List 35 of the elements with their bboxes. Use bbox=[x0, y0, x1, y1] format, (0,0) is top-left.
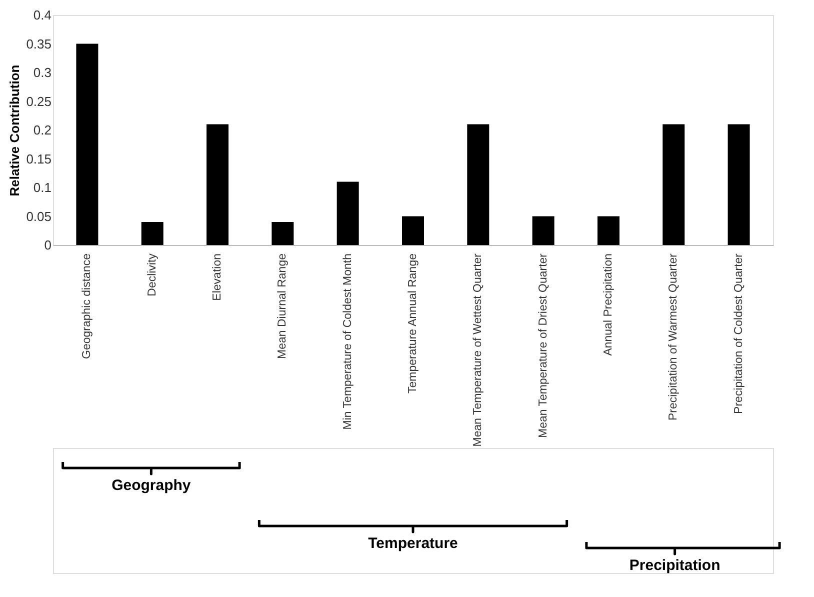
y-tick-label: 0.1 bbox=[33, 180, 52, 195]
y-tick-label: 0.15 bbox=[26, 151, 52, 166]
x-tick-label: Temperature Annual Range bbox=[407, 254, 419, 394]
y-tick-label: 0 bbox=[44, 238, 52, 252]
bar bbox=[141, 222, 164, 245]
bar bbox=[532, 216, 554, 245]
x-tick-label: Declivity bbox=[146, 253, 158, 296]
text: Temperature bbox=[368, 535, 458, 552]
bar bbox=[206, 124, 229, 245]
bar bbox=[272, 222, 294, 245]
x-tick-label: Mean Temperature of Wettest Quarter bbox=[472, 253, 484, 447]
x-tick-label: Min Temperature of Coldest Month bbox=[342, 254, 354, 430]
x-tick-label: Mean Temperature of Driest Quarter bbox=[537, 253, 550, 438]
x-tick-label: Precipitation of Coldest Quarter bbox=[732, 253, 745, 414]
bar bbox=[336, 182, 359, 245]
bar bbox=[728, 124, 750, 245]
x-tick-label: Elevation bbox=[212, 254, 224, 301]
y-tick-label: 0.35 bbox=[26, 36, 52, 52]
y-tick-label: 0.05 bbox=[26, 208, 52, 224]
bar bbox=[597, 216, 620, 245]
y-tick-label: 0.25 bbox=[26, 94, 52, 109]
bar bbox=[76, 44, 98, 245]
text: Precipitation bbox=[629, 557, 720, 574]
text: Geography bbox=[112, 477, 192, 494]
bar bbox=[662, 124, 685, 245]
x-tick-label: Precipitation of Warmest Quarter bbox=[668, 253, 680, 421]
bar bbox=[402, 216, 424, 245]
y-tick-label: 0.2 bbox=[33, 122, 52, 138]
y-tick-label: 0.3 bbox=[33, 65, 52, 80]
x-tick-label: Mean Diurnal Range bbox=[276, 254, 289, 359]
x-tick-label: Annual Precipitation bbox=[602, 254, 614, 356]
y-tick-label: 0.4 bbox=[33, 8, 52, 22]
x-tick-label: Geographic distance bbox=[81, 254, 94, 359]
bar bbox=[467, 124, 490, 245]
y-axis-title: Relative Contribution bbox=[7, 64, 22, 196]
